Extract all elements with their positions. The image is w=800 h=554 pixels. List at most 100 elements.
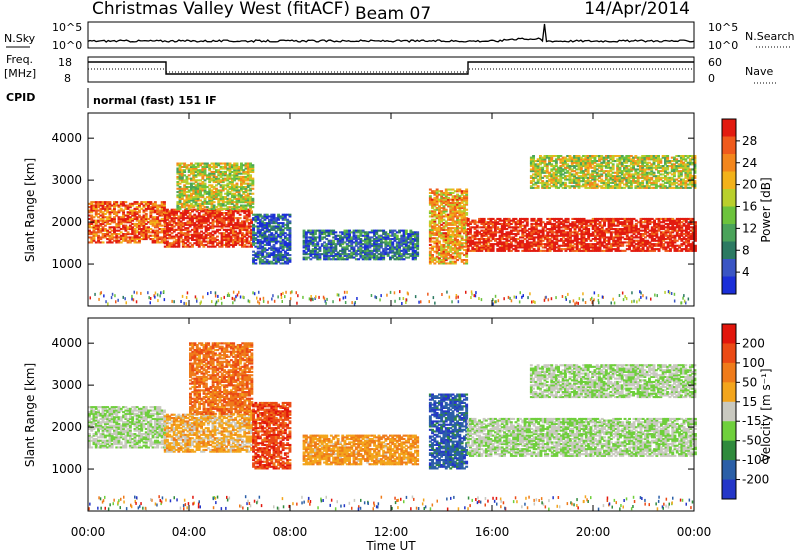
heatmap-cell [90,204,94,207]
heatmap-cell [211,233,215,236]
heatmap-cell [206,223,210,226]
heatmap-cell [119,202,123,205]
heatmap-cell [202,237,206,240]
heatmap-cell [177,218,181,221]
heatmap-cell [172,237,176,240]
heatmap-cell [94,219,98,222]
heatmap-cell [153,229,157,232]
heatmap-cell [119,209,123,212]
heatmap-cell [135,241,139,244]
heatmap-cell [197,237,201,240]
heatmap-cell [101,229,105,232]
heatmap-cell [110,234,114,237]
heatmap-cell [166,223,169,226]
heatmap-cell [181,213,185,216]
heatmap-cell [179,212,183,215]
heatmap-cell [177,220,181,223]
heatmap-cell [288,257,292,260]
heatmap-cell [229,217,233,220]
heatmap-cell [115,236,119,239]
heatmap-cell [110,241,114,244]
heatmap-cell [197,242,201,245]
heatmap-cell [236,210,240,213]
heatmap-cell [245,240,249,243]
heatmap-cell [101,206,105,209]
heatmap-cell [140,228,144,231]
heatmap-cell [197,238,201,241]
heatmap-cell [213,232,217,235]
heatmap-cell [138,228,141,231]
heatmap-cell [235,182,239,185]
heatmap-cell [166,227,169,230]
heatmap-cell [119,221,123,224]
heatmap-cell [108,214,112,217]
heatmap-cell [181,232,185,235]
heatmap-cell [126,228,130,231]
heatmap-cell [113,212,116,215]
heatmap-cell [131,217,135,220]
heatmap-cell [153,239,157,242]
heatmap-cell [200,227,203,230]
heatmap-cell [179,240,183,243]
nave-tick-top: 60 [708,56,722,69]
heatmap-cell [163,204,166,207]
heatmap-cell [216,218,219,221]
heatmap-cell [243,223,247,226]
heatmap-cell [138,211,141,214]
heatmap-cell [247,215,251,218]
heatmap-cell [153,219,157,222]
heatmap-cell [234,217,238,220]
heatmap-cell [241,225,244,228]
heatmap-cell [238,228,242,231]
heatmap-cell [288,220,292,223]
heatmap-cell [209,222,213,225]
heatmap-cell [200,220,203,223]
heatmap-cell [103,234,107,237]
heatmap-cell [176,177,180,180]
heatmap-cell [97,234,100,237]
heatmap-cell [168,210,172,213]
heatmap-cell [179,235,183,238]
heatmap-cell [101,207,105,210]
heatmap-cell [229,237,233,240]
heatmap-cell [166,230,169,233]
heatmap-cell [172,222,176,225]
heatmap-cell [179,223,183,226]
heatmap-cell [179,215,183,218]
heatmap-cell [140,219,144,222]
heatmap-cell [200,237,203,240]
heatmap-cell [170,217,174,220]
heatmap-cell [92,209,96,212]
heatmap-cell [234,240,238,243]
heatmap-cell [231,215,235,218]
heatmap-cell [88,241,91,244]
heatmap-cell [163,238,167,241]
heatmap-cell [158,228,162,231]
heatmap-cell [216,222,219,225]
heatmap-cell [149,234,153,237]
heatmap-cell [206,218,210,221]
heatmap-cell [175,228,178,231]
heatmap-cell [206,220,210,223]
heatmap-cell [193,230,197,233]
heatmap-cell [206,215,210,218]
heatmap-cell [288,254,292,257]
heatmap-cell [156,219,160,222]
heatmap-cell [122,219,125,222]
heatmap-cell [160,239,164,242]
heatmap-cell [138,202,141,205]
heatmap-cell [175,213,178,216]
heatmap-cell [153,206,157,209]
heatmap-cell [197,212,201,215]
heatmap-cell [204,235,208,238]
heatmap-cell [177,228,181,231]
heatmap-cell [135,211,139,214]
power-heatmap [88,155,697,306]
heatmap-cell [94,207,98,210]
heatmap-cell [188,233,192,236]
heatmap-cell [178,207,182,210]
heatmap-cell [97,202,100,205]
heatmap-cell [204,217,208,220]
heatmap-cell [245,238,249,241]
heatmap-cell [197,235,201,238]
